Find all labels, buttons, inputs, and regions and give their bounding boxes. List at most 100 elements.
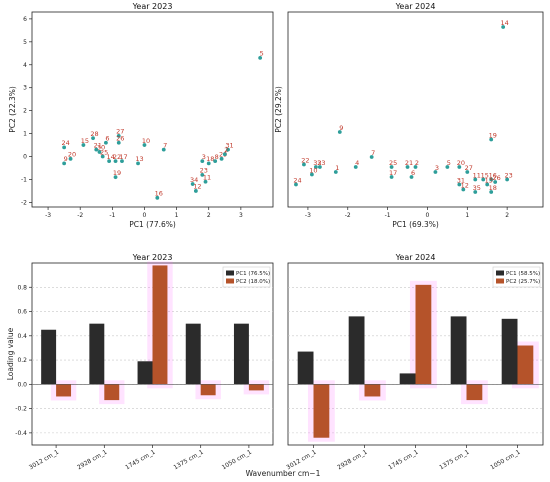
- x-tick-label: 3012 cm_1: [28, 449, 60, 472]
- x-tick-label: -3: [305, 212, 311, 219]
- pc1-bar: [501, 318, 518, 385]
- data-point: [310, 172, 314, 177]
- data-point-label: 28: [90, 130, 98, 138]
- data-point-label: 20: [457, 159, 465, 167]
- data-point: [161, 147, 166, 152]
- shared-x-axis-label: Wavenumber cm−1: [246, 469, 321, 478]
- data-point: [409, 175, 414, 179]
- data-point: [213, 159, 218, 164]
- x-tick-label: -3: [45, 212, 51, 219]
- x-axis-label: PC1 (77.6%): [129, 220, 176, 229]
- data-point-label: 18: [206, 155, 214, 163]
- data-point: [200, 159, 205, 164]
- data-point-label: 2: [224, 146, 228, 154]
- data-point-label: 6: [105, 135, 109, 143]
- data-point: [461, 187, 466, 192]
- pc1-bar: [297, 351, 314, 385]
- data-point: [485, 182, 490, 187]
- y-axis-label: PC2 (29.2%): [274, 86, 283, 133]
- data-point-label: 17: [119, 153, 127, 161]
- data-point: [369, 155, 374, 159]
- data-point-label: 26: [493, 174, 501, 182]
- data-point-label: 11: [473, 171, 481, 179]
- data-point: [489, 137, 494, 142]
- data-point-label: 24: [293, 176, 301, 184]
- x-tick-label: 2: [505, 212, 509, 219]
- data-point: [493, 180, 498, 184]
- data-point-label: 25: [100, 148, 108, 156]
- x-tick-label: 2928 cm_1: [336, 449, 368, 472]
- y-tick-label: 4: [23, 62, 27, 69]
- data-point-label: 10: [142, 137, 150, 145]
- data-point-label: 16: [489, 171, 497, 179]
- x-tick-label: 1050 cm_1: [221, 449, 253, 472]
- legend-label-pc1: PC1 (58.5%): [506, 271, 540, 277]
- pc2-bar: [466, 384, 483, 401]
- y-tick-label: 0.4: [17, 333, 27, 340]
- data-point: [313, 165, 318, 169]
- data-point-label: 31: [457, 176, 465, 184]
- data-point-label: 34: [190, 176, 198, 184]
- data-point-label: 19: [113, 169, 121, 177]
- data-point: [445, 165, 450, 169]
- pc1-bar: [233, 323, 249, 385]
- data-point: [389, 165, 394, 169]
- data-point-label: 11: [203, 174, 211, 182]
- x-tick-label: 3012 cm_1: [285, 449, 317, 472]
- data-point-label: 22: [113, 153, 121, 161]
- data-point-label: 32: [313, 159, 321, 167]
- y-tick-label: -0.4: [15, 430, 27, 437]
- chart-title: Year 2024: [395, 2, 436, 11]
- data-point: [405, 165, 410, 169]
- data-point-label: 27: [116, 128, 124, 136]
- data-point: [505, 177, 510, 182]
- plot-frame: [31, 11, 274, 208]
- data-point-label: 33: [317, 159, 325, 167]
- y-axis-label: PC2 (22.3%): [8, 86, 17, 133]
- data-point: [302, 162, 306, 167]
- legend-swatch-pc1: [226, 270, 234, 276]
- data-point: [94, 147, 99, 152]
- data-point: [100, 154, 105, 159]
- x-tick-label: 1745 cm_1: [387, 449, 419, 472]
- data-point-label: 21: [405, 159, 413, 167]
- data-point-label: 12: [461, 181, 469, 189]
- data-point: [97, 150, 102, 154]
- data-point: [389, 175, 394, 179]
- pc1-bar: [450, 316, 467, 385]
- x-tick-label: 1: [175, 212, 179, 219]
- data-point-label: 24: [61, 139, 69, 147]
- y-tick-label: 0.6: [17, 309, 27, 316]
- data-point: [68, 156, 73, 161]
- pc1-bar: [399, 373, 416, 385]
- data-point: [222, 152, 227, 157]
- pc2-bar: [415, 284, 432, 385]
- data-point-label: 31: [225, 141, 233, 149]
- data-point: [203, 179, 208, 184]
- data-point-label: 23: [200, 167, 208, 175]
- pc2-bar: [56, 384, 72, 397]
- pc2-bar: [313, 384, 330, 438]
- data-point: [190, 182, 195, 186]
- pc1-bar: [89, 323, 105, 385]
- data-point-label: 14: [106, 153, 114, 161]
- y-tick-label: 2: [23, 108, 27, 115]
- x-tick-label: 0: [143, 212, 147, 219]
- data-point-label: 5: [447, 159, 451, 167]
- y-tick-label: 1: [23, 131, 27, 138]
- data-point: [62, 145, 67, 150]
- data-point: [457, 182, 462, 187]
- pc2-bar: [152, 265, 168, 385]
- bar-panel-2023: Year 2023 -0.4 -0.2 0.0 0.2 0.4 0.6 0.8 Loading …: [6, 253, 274, 472]
- data-point-label: 15: [481, 171, 489, 179]
- x-tick-label: 0: [426, 212, 430, 219]
- data-point: [200, 172, 205, 177]
- pc2-bar: [517, 345, 534, 385]
- data-point-label: 23: [505, 171, 513, 179]
- data-point-label: 30: [97, 144, 105, 152]
- legend-label-pc2: PC2 (18.0%): [236, 279, 270, 285]
- x-tick-label: 3: [239, 212, 243, 219]
- data-point: [473, 177, 478, 182]
